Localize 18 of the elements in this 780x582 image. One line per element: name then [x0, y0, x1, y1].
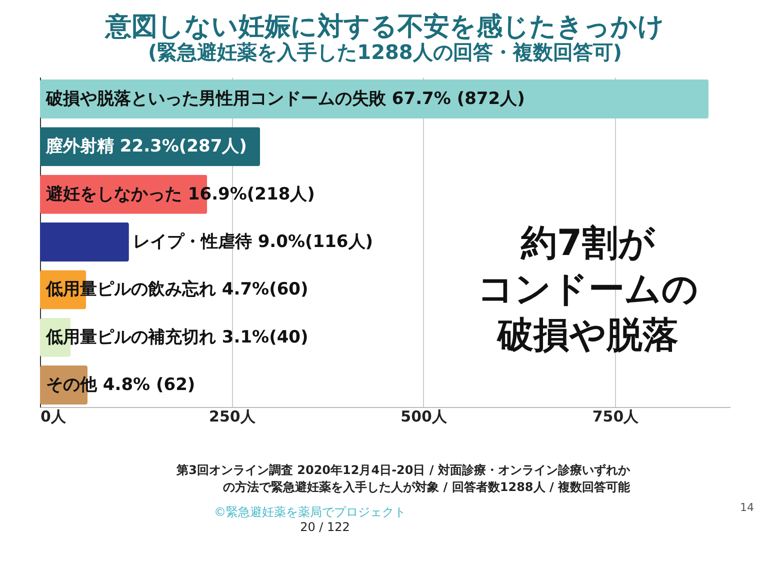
x-tick-label: 0人 — [40, 408, 67, 426]
text: の方法で緊急避妊薬を入手した人が対象 / 回答者数1288人 / 複数回答可能 — [223, 480, 631, 494]
text: 第3回オンライン調査 2020年12月4日-20日 / 対面診療・オンライン診療いずれか — [176, 463, 631, 477]
text: 14 — [740, 501, 754, 514]
text: ©緊急避妊薬を薬局でプロジェクト — [214, 505, 406, 519]
chart-title: 意図しない妊娠に対する不安を感じたきっかけ — [104, 12, 664, 42]
annotation: 約7割が — [520, 223, 656, 264]
text: 20 / 122 — [300, 520, 350, 534]
x-tick-label: 750人 — [592, 408, 640, 426]
annotation: 破損や脱落 — [496, 315, 678, 356]
category-label: 低用量ピルの補充切れ 3.1%(40) — [46, 327, 308, 348]
category-label: 膣外射精 22.3%(287人) — [46, 136, 247, 157]
chart-subtitle: (緊急避妊薬を入手した1288人の回答・複数回答可) — [148, 40, 622, 64]
category-label: 破損や脱落といった男性用コンドームの失敗 67.7% (872人) — [46, 88, 525, 109]
x-tick-label: 500人 — [400, 408, 448, 426]
x-tick-label: 250人 — [209, 408, 256, 426]
annotation: コンドームの — [478, 269, 698, 310]
category-label: レイプ・性虐待 9.0%(116人) — [132, 232, 374, 252]
